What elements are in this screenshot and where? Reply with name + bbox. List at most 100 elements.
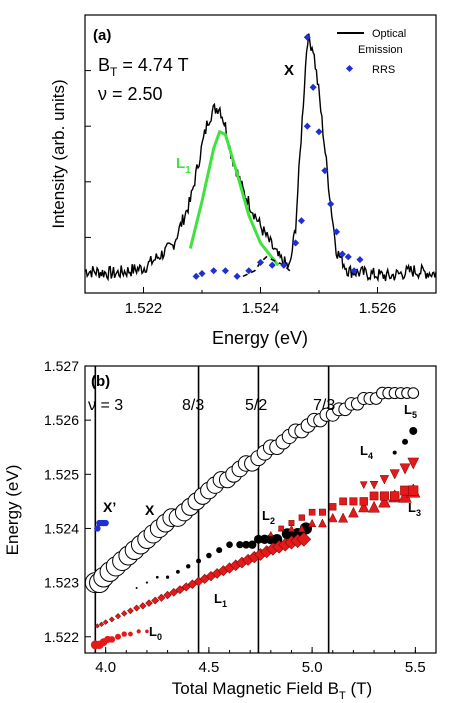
l3-square: [379, 491, 389, 501]
l1-point: [169, 588, 179, 597]
label-l3: L3: [408, 500, 421, 518]
l3-square: [278, 525, 284, 532]
l4-triangle-up: [318, 518, 327, 528]
l1-point: [102, 619, 109, 625]
b-xtick-label: 4.5: [198, 659, 219, 676]
l4-triangle-up: [338, 512, 349, 523]
b-ytick-label: 1.523: [44, 575, 79, 591]
l4-triangle-down: [359, 481, 368, 490]
l2-point: [248, 540, 257, 549]
panel-a-ylabel: Intensity (arb. units): [49, 79, 68, 228]
panel-b-label: (b): [91, 373, 110, 390]
rrs-point: [256, 258, 265, 266]
label-x: X: [145, 502, 155, 518]
l4-triangle-up: [297, 524, 306, 533]
label-l0: L0: [149, 624, 162, 642]
rrs-point: [210, 267, 218, 275]
l1-fit-curve: [188, 129, 280, 267]
l3-square: [369, 491, 379, 501]
l0-point: [121, 631, 127, 637]
panel-a-x-ticks: 1.522 1.524 1.526: [84, 70, 437, 317]
l4-triangle-down: [407, 457, 420, 470]
l4-triangle-up: [267, 530, 274, 537]
l4-triangle-down: [389, 469, 400, 480]
rrs-point: [292, 239, 300, 247]
l1-point: [157, 593, 166, 602]
l3-square: [349, 497, 358, 506]
xprime-point: [94, 525, 101, 532]
l0-point: [145, 629, 149, 634]
rrs-point: [327, 200, 335, 208]
l3-square: [359, 497, 368, 506]
rrs-point: [280, 261, 288, 269]
label-l5: L5: [404, 402, 417, 420]
l1-point: [94, 623, 100, 629]
rrs-point: [192, 272, 200, 280]
field-annotation: BT = 4.74 T: [98, 55, 189, 79]
l2-point: [206, 552, 212, 559]
l2-point: [165, 575, 170, 579]
rrs-point: [268, 261, 276, 269]
l0-point: [115, 633, 122, 640]
b-xtick-label: 5.5: [405, 659, 426, 676]
rrs-point: [221, 267, 229, 275]
l2-point: [186, 564, 191, 569]
rrs-point: [356, 256, 364, 264]
panel-a-xlabel: Energy (eV): [212, 328, 308, 348]
l4-triangle-down: [379, 475, 390, 485]
l2-point: [236, 541, 244, 549]
l0-point: [108, 636, 116, 643]
rrs-point: [303, 33, 311, 41]
l4-triangle-up: [308, 518, 317, 527]
panel-b: 4.0 4.5 5.0 5.5 1.522 1.523 1.524 1.525 1.526 1.5…: [3, 358, 437, 702]
panel-b-xlabel: Total Magnetic Field BT (T): [172, 679, 372, 702]
rrs-point: [350, 267, 358, 275]
peak-l1-label: L1: [176, 155, 191, 176]
l3-square: [339, 497, 347, 506]
peak-x-label: X: [284, 62, 294, 79]
l3-square: [318, 508, 326, 516]
l4-triangle-up: [328, 512, 338, 523]
l3-square: [298, 514, 305, 521]
l5-point: [392, 450, 397, 455]
l0-point: [136, 629, 141, 634]
rrs-point: [303, 122, 311, 130]
b-xtick-label: 5.0: [302, 659, 323, 676]
b-ytick-label: 1.526: [44, 412, 79, 428]
l5-point: [402, 438, 409, 445]
panel-b-ylabel: Energy (eV): [3, 465, 22, 556]
l2-point: [226, 541, 233, 549]
panel-a-series: [84, 33, 437, 283]
l1-point: [175, 585, 185, 595]
rrs-point: [333, 228, 341, 236]
b-ytick-label: 1.527: [44, 358, 79, 374]
b-xtick-label: 4.0: [95, 659, 116, 676]
panel-a-label: (a): [93, 27, 111, 44]
a-xtick-label: 1.524: [242, 300, 280, 317]
panel-b-series: [84, 386, 421, 650]
l2-point: [145, 581, 149, 584]
rrs-point: [233, 272, 241, 280]
l1-point: [151, 596, 160, 605]
l1-point: [145, 599, 153, 607]
label-l4: L4: [360, 443, 373, 461]
filling-annotation: ν = 2.50: [98, 84, 163, 104]
l2-point: [196, 558, 202, 564]
l2-point: [155, 575, 159, 579]
b-ytick-label: 1.522: [44, 629, 79, 645]
l2-point: [242, 540, 250, 549]
filling-label-7-3: 7/3: [313, 397, 335, 414]
l3-square: [288, 520, 295, 526]
legend-line-label-1: Optical: [372, 28, 406, 40]
l4-triangle-up: [378, 495, 391, 508]
legend-line-label-2: Emission: [358, 44, 403, 56]
a-xtick-label: 1.522: [125, 300, 163, 317]
rrs-point: [321, 167, 329, 175]
rrs-point: [315, 128, 323, 136]
legend: Optical Emission RRS: [337, 28, 406, 76]
emission-line: [84, 33, 437, 283]
l4-triangle-up: [287, 524, 295, 532]
panel-a: 1.522 1.524 1.526 (a) BT = 4.74 T ν = 2.50…: [49, 14, 437, 348]
l3-square: [408, 485, 419, 496]
x-exciton-point: [407, 387, 420, 399]
